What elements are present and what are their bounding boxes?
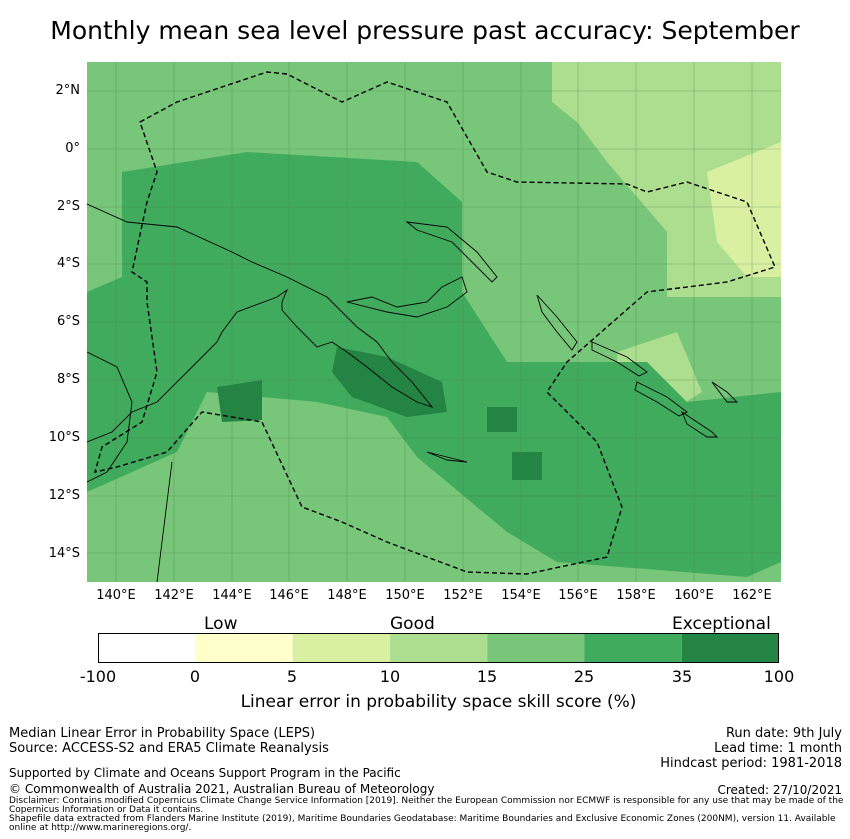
lat-label: 12°S <box>48 488 80 503</box>
footer-shapefile: Shapefile data extracted from Flanders M… <box>9 814 836 833</box>
lon-label: 150°E <box>385 588 425 603</box>
footer-support: Supported by Climate and Oceans Support … <box>9 766 401 780</box>
map-title: Monthly mean sea level pressure past acc… <box>50 16 800 45</box>
lat-label: 8°S <box>56 372 80 387</box>
colorbar-swatch <box>195 633 293 663</box>
colorbar-tick-label: 0 <box>189 667 201 686</box>
lon-label: 140°E <box>96 588 136 603</box>
colorbar <box>98 633 779 663</box>
coast-louisiades <box>426 451 468 463</box>
lat-label: 2°N <box>55 83 81 98</box>
colorbar-tick-label: 100 <box>763 667 795 686</box>
colorbar-swatch <box>681 633 779 663</box>
colorbar-frame <box>98 633 779 663</box>
field-darkest-mid <box>487 407 517 432</box>
lat-label: 6°S <box>56 314 80 329</box>
lat-label: 4°S <box>56 256 80 271</box>
lon-label: 152°E <box>443 588 483 603</box>
graticule <box>87 62 781 582</box>
colorbar-swatch <box>98 633 196 663</box>
colorbar-tick-label: 10 <box>379 667 401 686</box>
footer-method: Median Linear Error in Probability Space… <box>9 726 316 741</box>
colorbar-tick-label: -100 <box>79 667 117 686</box>
category-good: Good <box>390 614 435 634</box>
field-darkest-center <box>332 347 447 417</box>
footer-created: Created: 27/10/2021 <box>717 783 842 797</box>
lat-label: 0° <box>65 141 80 156</box>
category-exceptional: Exceptional <box>672 614 771 634</box>
field-darkest-south <box>512 452 542 480</box>
coast-solomons-3 <box>681 410 719 438</box>
lon-label: 158°E <box>616 588 656 603</box>
colorbar-swatch <box>292 633 390 663</box>
colorbar-swatch <box>487 633 585 663</box>
footer-lead-time: Lead time: 1 month <box>714 741 842 756</box>
coast-solomons-4 <box>711 381 739 403</box>
lat-label: 14°S <box>48 546 80 561</box>
field-darkest-west <box>217 380 262 422</box>
lon-label: 142°E <box>154 588 194 603</box>
coastlines <box>87 203 739 582</box>
colorbar-swatch <box>389 633 488 663</box>
coast-solomons-2 <box>634 381 688 417</box>
footer-run-date: Run date: 9th July <box>725 726 842 741</box>
lon-label: 160°E <box>674 588 714 603</box>
colorbar-tick-label: 35 <box>671 667 693 686</box>
category-low: Low <box>204 614 238 634</box>
coast-new-guinea <box>87 203 434 443</box>
lon-label: 148°E <box>327 588 367 603</box>
coast-australia-east <box>156 461 173 582</box>
eez-boundary <box>94 71 776 575</box>
coast-solomons-1 <box>591 341 648 377</box>
coast-bougainville <box>536 294 578 351</box>
colorbar-tick-label: 15 <box>476 667 498 686</box>
footer-source: Source: ACCESS-S2 and ERA5 Climate Reana… <box>9 741 329 756</box>
lon-label: 146°E <box>269 588 309 603</box>
coast-new-britain <box>346 276 468 318</box>
footer-disclaimer: Disclaimer: Contains modified Copernicus… <box>9 796 844 815</box>
colorbar-tick-label: 5 <box>286 667 298 686</box>
colorbar-title: Linear error in probability space skill … <box>240 692 637 712</box>
lon-label: 154°E <box>501 588 541 603</box>
lat-label: 10°S <box>48 430 80 445</box>
coast-new-ireland <box>405 221 498 283</box>
lon-label: 144°E <box>212 588 252 603</box>
colorbar-swatch <box>584 633 682 663</box>
lon-label: 156°E <box>558 588 598 603</box>
skill-map <box>87 62 781 582</box>
colorbar-tick-label: 25 <box>573 667 595 686</box>
field-lightest-ne <box>707 142 781 277</box>
lat-label: 2°S <box>56 199 80 214</box>
footer-hindcast: Hindcast period: 1981-2018 <box>660 756 842 771</box>
coast-cape-york <box>87 351 133 483</box>
lon-label: 162°E <box>732 588 772 603</box>
footer-copyright: © Commonwealth of Australia 2021, Austra… <box>9 782 435 796</box>
